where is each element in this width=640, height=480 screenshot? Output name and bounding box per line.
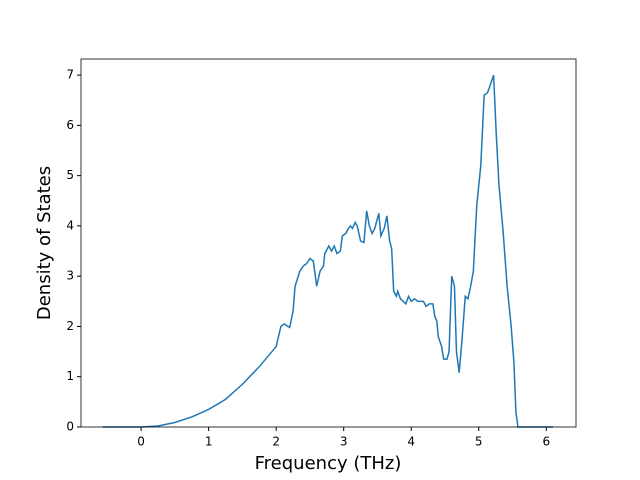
y-tick-label: 2 [66, 319, 74, 333]
x-tick-label: 6 [542, 435, 550, 449]
y-tick-label: 5 [66, 168, 74, 182]
x-axis-label: Frequency (THz) [255, 453, 402, 474]
x-tick-label: 4 [407, 435, 415, 449]
x-tick-label: 0 [137, 435, 145, 449]
y-tick-label: 7 [66, 68, 74, 82]
y-tick-label: 6 [66, 118, 74, 132]
y-tick-label: 3 [66, 269, 74, 283]
x-tick-label: 5 [475, 435, 483, 449]
data-line [102, 74, 554, 428]
plot-frame [80, 58, 577, 428]
y-tick-label: 0 [66, 420, 74, 434]
y-axis-label: Density of States [34, 166, 55, 320]
y-tick-label: 4 [66, 218, 74, 232]
x-tick-label: 2 [272, 435, 280, 449]
y-tick-label: 1 [66, 369, 74, 383]
x-tick-label: 3 [340, 435, 348, 449]
x-tick-label: 1 [205, 435, 213, 449]
